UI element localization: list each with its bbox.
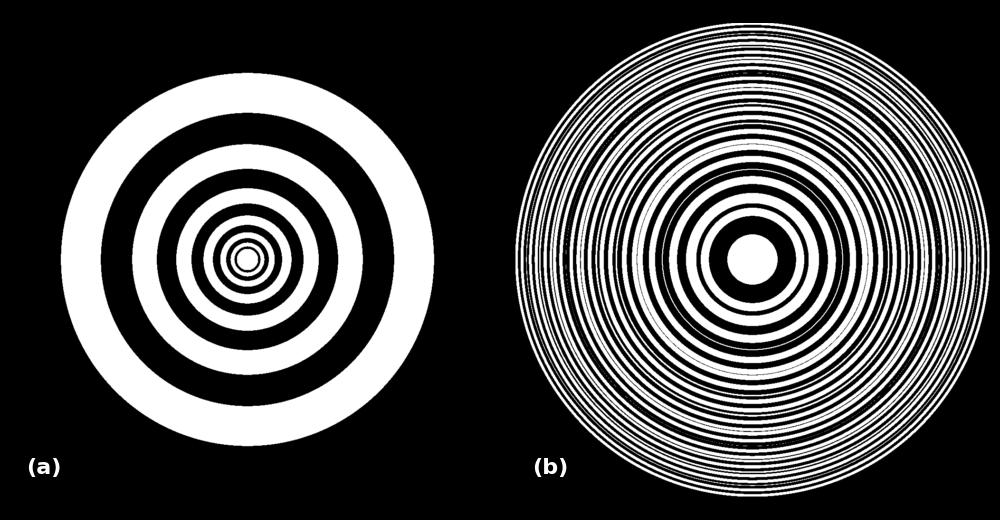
Text: (a): (a) (27, 458, 62, 478)
Text: (b): (b) (532, 458, 568, 478)
